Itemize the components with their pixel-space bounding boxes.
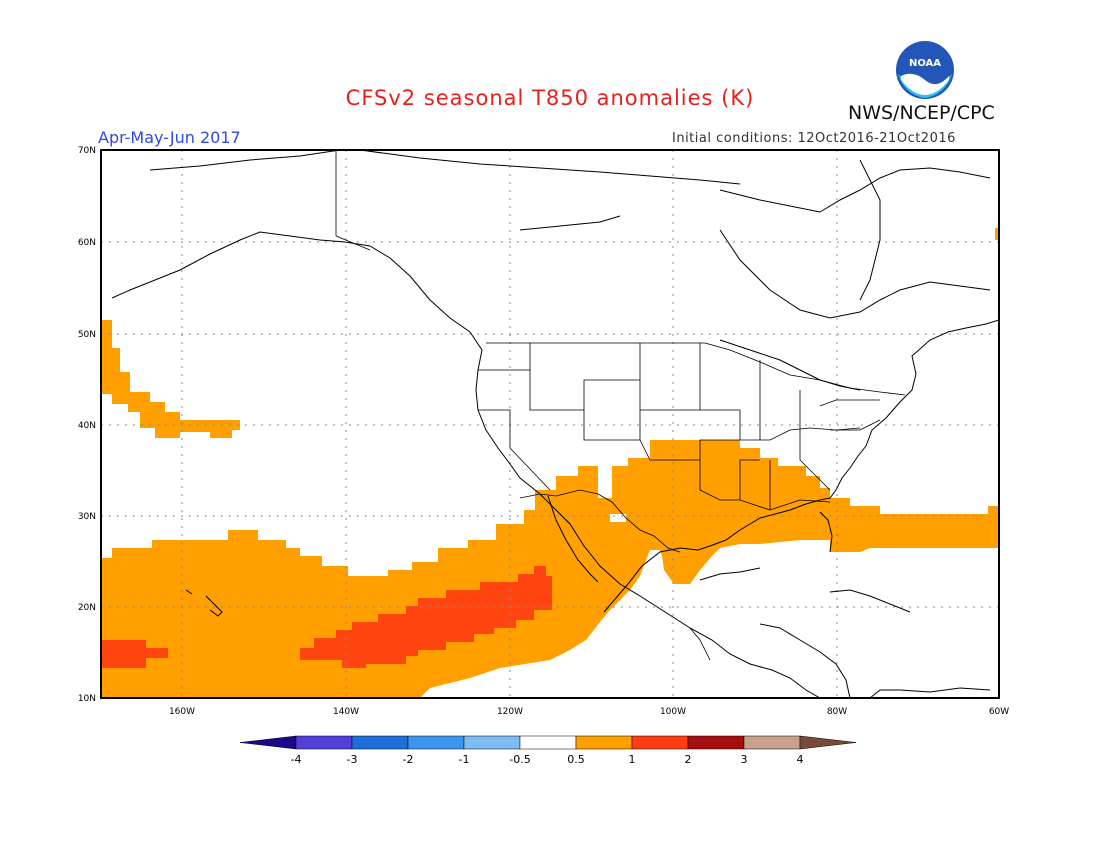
lon-label: 160W: [169, 707, 195, 717]
lat-label: 10N: [78, 694, 96, 704]
anomaly-1-to-2-regions: [101, 566, 552, 668]
legend-swatch: [351, 735, 409, 750]
legend-tick-label: -1: [459, 753, 470, 766]
legend-swatches: [239, 735, 857, 750]
legend-swatch: [743, 735, 801, 750]
logo-text: NOAA: [909, 58, 941, 69]
legend-ticks: -4 -3 -2 -1 -0.5 0.5 1 2 3 4: [291, 753, 804, 766]
anomaly-0-5-to-1-regions: [101, 320, 999, 698]
legend-swatch: [575, 735, 633, 750]
legend-tick-label: -4: [291, 753, 302, 766]
coastlines: [111, 150, 999, 698]
map-title: CFSv2 seasonal T850 anomalies (K): [345, 86, 755, 110]
legend-swatch: [799, 735, 857, 750]
legend-tick-label: -2: [403, 753, 414, 766]
legend-swatch: [631, 735, 689, 750]
lon-label: 60W: [989, 707, 1009, 717]
anomaly-region-tropical-pacific: [101, 440, 999, 698]
legend-swatch: [239, 735, 297, 750]
legend-swatch: [687, 735, 745, 750]
lat-label: 70N: [78, 146, 96, 156]
lat-label: 60N: [78, 238, 96, 248]
legend-swatch: [295, 735, 353, 750]
legend-tick-label: -3: [347, 753, 358, 766]
legend-swatch: [519, 735, 577, 750]
gridlines: [101, 150, 999, 698]
lat-label: 50N: [78, 330, 96, 340]
agency-label: NWS/NCEP/CPC: [848, 102, 995, 124]
lat-label: 40N: [78, 421, 96, 431]
legend-tick-label: 3: [741, 753, 748, 766]
legend-tick-label: -0.5: [509, 753, 530, 766]
lat-label: 30N: [78, 512, 96, 522]
noaa-logo: NOAA: [896, 41, 954, 99]
anomaly-region-north-pacific: [101, 320, 240, 438]
legend-swatch: [407, 735, 465, 750]
initial-conditions-label: Initial conditions: 12Oct2016-21Oct2016: [672, 131, 956, 146]
lon-label: 100W: [660, 707, 686, 717]
legend-tick-label: 4: [797, 753, 804, 766]
legend-tick-label: 0.5: [567, 753, 585, 766]
political-borders: [335, 150, 906, 661]
season-label: Apr-May-Jun 2017: [98, 128, 241, 147]
legend-tick-label: 1: [629, 753, 636, 766]
color-legend: -4 -3 -2 -1 -0.5 0.5 1 2 3 4: [239, 735, 857, 766]
anomaly-region-tropical-pacific-core: [300, 566, 552, 668]
lat-axis: 70N 60N 50N 40N 30N 20N 10N: [78, 146, 96, 704]
lat-label: 20N: [78, 603, 96, 613]
legend-swatch: [463, 735, 521, 750]
map-frame: [100, 149, 1000, 699]
lon-label: 80W: [827, 707, 847, 717]
anomaly-region-west-edge: [101, 640, 168, 668]
lon-axis: 160W 140W 120W 100W 80W 60W: [169, 707, 1009, 717]
lon-label: 120W: [497, 707, 523, 717]
lon-label: 140W: [333, 707, 359, 717]
legend-tick-label: 2: [685, 753, 692, 766]
anomaly-map: 70N 60N 50N 40N 30N 20N 10N 160W 140W 12…: [78, 146, 1009, 717]
